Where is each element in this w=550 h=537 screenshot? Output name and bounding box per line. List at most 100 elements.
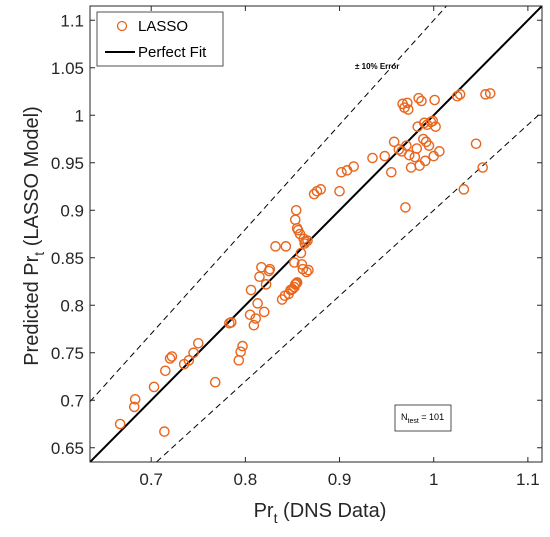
data-point <box>367 152 378 164</box>
x-tick-label: 0.7 <box>139 470 163 489</box>
data-point <box>254 271 265 283</box>
y-tick-label: 0.7 <box>60 391 84 410</box>
y-tick-label: 0.85 <box>51 249 84 268</box>
data-point <box>334 185 345 197</box>
data-point <box>403 149 415 161</box>
x-axis-label: Prt (DNS Data) <box>254 500 387 526</box>
data-point <box>388 136 400 148</box>
legend-fit-label: Perfect Fit <box>138 44 207 61</box>
data-point <box>295 247 307 259</box>
data-point <box>402 104 414 115</box>
data-point <box>451 90 463 102</box>
data-point <box>260 279 272 290</box>
data-point <box>315 184 327 195</box>
data-point <box>296 259 308 270</box>
axis-ticks-layer: 0.7 0.8 0.9 1 1.1 0.65 0.7 0.75 0.8 0.85 0.9 0.95 1 1… <box>51 6 542 489</box>
y-axis-label-sub: t <box>31 252 47 256</box>
data-point <box>291 277 303 288</box>
data-point <box>429 94 440 106</box>
data-point <box>348 161 359 172</box>
test-count-box: Ntest = 101 <box>394 404 452 432</box>
test-count-rest: = 101 <box>419 412 444 422</box>
y-tick-label: 0.8 <box>60 296 84 315</box>
data-point <box>209 376 221 388</box>
data-point <box>409 151 421 163</box>
y-tick-label: 0.65 <box>51 439 84 458</box>
data-point <box>289 257 300 268</box>
legend: LASSO Perfect Fit <box>96 11 224 67</box>
data-point <box>188 347 199 359</box>
y-axis-label: Predicted Prt (LASSO Model) <box>21 106 47 366</box>
upper-error-line <box>90 6 448 403</box>
data-point <box>192 337 204 349</box>
data-point <box>414 160 425 171</box>
data-point <box>258 306 270 318</box>
data-point <box>428 150 440 162</box>
error-band-layer <box>90 6 542 462</box>
data-point <box>159 426 170 437</box>
data-point <box>244 309 256 321</box>
x-axis-label-main: Pr <box>254 500 274 522</box>
test-count-main: N <box>401 412 408 422</box>
x-tick-label: 1 <box>429 470 438 489</box>
data-point <box>480 89 491 100</box>
data-point <box>419 155 431 167</box>
lower-error-line <box>155 111 542 462</box>
data-point <box>413 92 424 104</box>
data-point <box>405 162 417 173</box>
data-point <box>164 353 176 364</box>
perfect-fit-line <box>90 6 542 462</box>
x-tick-label: 0.8 <box>234 470 258 489</box>
test-count-sub: test <box>408 418 419 425</box>
data-point <box>245 284 257 296</box>
data-point <box>336 166 347 178</box>
test-count-label: Ntest = 101 <box>401 412 444 425</box>
data-point <box>128 401 140 413</box>
data-point <box>237 340 248 352</box>
data-point <box>416 95 427 107</box>
data-point <box>303 264 314 276</box>
data-point <box>423 140 435 151</box>
data-point <box>411 143 423 154</box>
y-tick-label: 1.1 <box>60 11 84 30</box>
data-point <box>129 393 141 405</box>
data-point <box>289 279 301 290</box>
x-axis-label-rest: (DNS Data) <box>277 500 386 522</box>
data-point <box>290 204 302 216</box>
data-point <box>148 381 160 393</box>
legend-lasso-marker <box>116 20 128 32</box>
data-point <box>235 346 246 358</box>
y-axis-label-main: Predicted Pr <box>21 255 43 365</box>
data-point <box>434 146 445 157</box>
data-point <box>301 266 312 278</box>
legend-box <box>96 11 224 67</box>
data-point <box>458 184 470 195</box>
data-point <box>427 115 439 127</box>
data-point <box>430 121 441 132</box>
error-band-annotation: ± 10% Error <box>355 62 399 71</box>
data-point <box>264 263 276 275</box>
data-point <box>470 138 482 150</box>
y-tick-label: 0.9 <box>60 201 84 220</box>
data-point <box>270 241 281 252</box>
test-count-frame <box>394 404 452 432</box>
y-tick-label: 1.05 <box>51 59 84 78</box>
data-point <box>402 97 413 109</box>
data-point <box>290 278 302 289</box>
data-point <box>477 162 488 173</box>
data-point <box>160 365 171 377</box>
plot-area-frame <box>89 5 543 463</box>
y-tick-label: 1 <box>75 106 84 125</box>
data-point <box>484 88 496 99</box>
data-point <box>166 351 178 362</box>
legend-lasso-label: LASSO <box>138 18 188 35</box>
data-point <box>250 313 262 324</box>
data-point <box>280 241 292 252</box>
data-point <box>386 166 397 178</box>
data-point <box>289 214 301 226</box>
data-point <box>418 133 429 145</box>
x-tick-label: 0.9 <box>328 470 352 489</box>
data-point <box>454 89 466 100</box>
data-point <box>401 140 412 151</box>
